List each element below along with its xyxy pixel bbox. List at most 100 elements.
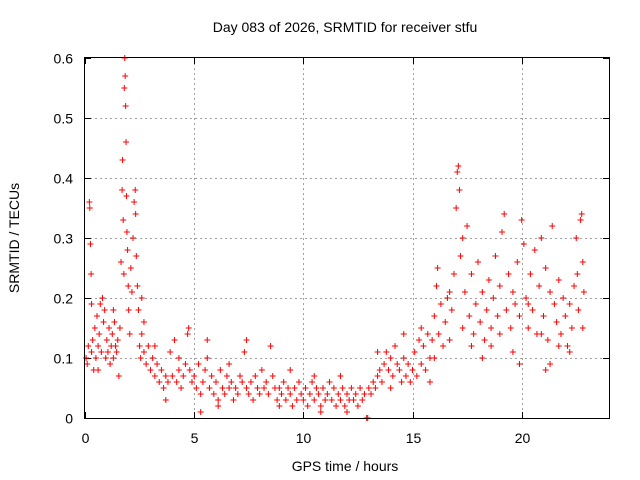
y-tick-label: 0 xyxy=(65,411,73,427)
data-point xyxy=(348,385,355,391)
data-point xyxy=(243,337,250,343)
data-point xyxy=(182,361,189,367)
data-point xyxy=(507,325,514,331)
data-point xyxy=(202,367,209,373)
data-point xyxy=(252,373,259,379)
data-point xyxy=(278,391,285,397)
data-point xyxy=(234,391,241,397)
data-point xyxy=(392,343,399,349)
data-point xyxy=(113,349,120,355)
data-point xyxy=(333,403,340,409)
data-point xyxy=(335,391,342,397)
data-point xyxy=(175,355,182,361)
y-tick-label: 0.3 xyxy=(54,231,74,247)
data-point xyxy=(562,313,569,319)
data-point xyxy=(151,373,158,379)
data-point xyxy=(490,295,497,301)
data-point xyxy=(274,397,281,403)
data-point xyxy=(173,379,180,385)
data-point xyxy=(87,241,94,247)
data-point xyxy=(420,343,427,349)
data-point xyxy=(306,391,313,397)
data-point xyxy=(488,343,495,349)
data-point xyxy=(208,373,215,379)
data-point xyxy=(95,367,102,373)
data-point xyxy=(309,379,316,385)
data-point xyxy=(186,367,193,373)
data-point xyxy=(213,379,219,385)
data-point xyxy=(88,271,95,277)
data-point xyxy=(483,307,490,313)
data-point xyxy=(164,379,171,385)
x-tick-label: 15 xyxy=(406,430,422,446)
data-point xyxy=(407,379,414,385)
data-point xyxy=(98,349,105,355)
data-point xyxy=(112,343,119,349)
data-point xyxy=(83,355,90,361)
data-point xyxy=(322,397,329,403)
data-point xyxy=(256,391,263,397)
data-point xyxy=(394,361,401,367)
data-point xyxy=(433,283,440,289)
y-tick-label: 0.4 xyxy=(54,171,74,187)
data-point xyxy=(97,301,104,307)
data-point xyxy=(210,391,217,397)
data-point xyxy=(361,391,368,397)
data-point xyxy=(291,385,298,391)
data-point xyxy=(295,379,302,385)
data-point xyxy=(228,379,235,385)
data-point xyxy=(221,391,228,397)
data-point xyxy=(494,313,501,319)
data-point xyxy=(311,373,318,379)
data-point xyxy=(154,361,161,367)
grid xyxy=(85,58,609,418)
data-point xyxy=(276,385,283,391)
data-point xyxy=(405,361,412,367)
data-point xyxy=(566,349,573,355)
data-point xyxy=(503,307,510,313)
data-point xyxy=(424,331,431,337)
data-point xyxy=(171,337,178,343)
data-point xyxy=(326,379,333,385)
data-point xyxy=(418,325,425,331)
data-point xyxy=(488,325,495,331)
data-point xyxy=(195,361,202,367)
data-point xyxy=(468,343,475,349)
data-point xyxy=(525,325,532,331)
data-point xyxy=(226,385,233,391)
data-point xyxy=(518,217,525,223)
data-point xyxy=(431,355,438,361)
data-point xyxy=(204,355,211,361)
data-point xyxy=(580,289,587,295)
data-point xyxy=(104,349,111,355)
data-point xyxy=(317,409,324,415)
data-point xyxy=(551,301,558,307)
data-point xyxy=(568,325,575,331)
data-point xyxy=(175,367,182,373)
data-point xyxy=(149,355,156,361)
data-point xyxy=(315,391,322,397)
data-point xyxy=(344,409,350,415)
data-point xyxy=(374,349,381,355)
data-point xyxy=(114,337,121,343)
data-point xyxy=(193,385,200,391)
data-point xyxy=(485,277,492,283)
data-point xyxy=(531,247,538,253)
data-point xyxy=(128,289,135,295)
data-point xyxy=(118,259,125,265)
data-point xyxy=(131,199,138,205)
data-point xyxy=(136,343,143,349)
data-point xyxy=(102,355,109,361)
data-point xyxy=(579,259,586,265)
data-point xyxy=(219,385,226,391)
data-point xyxy=(578,211,585,217)
y-tick-label: 0.6 xyxy=(54,51,74,67)
data-point xyxy=(555,277,562,283)
data-point xyxy=(571,283,578,289)
data-point xyxy=(446,337,453,343)
data-point xyxy=(162,397,169,403)
data-point xyxy=(232,385,239,391)
data-point xyxy=(542,367,549,373)
data-point xyxy=(127,265,134,271)
x-tick-label: 5 xyxy=(191,430,199,446)
